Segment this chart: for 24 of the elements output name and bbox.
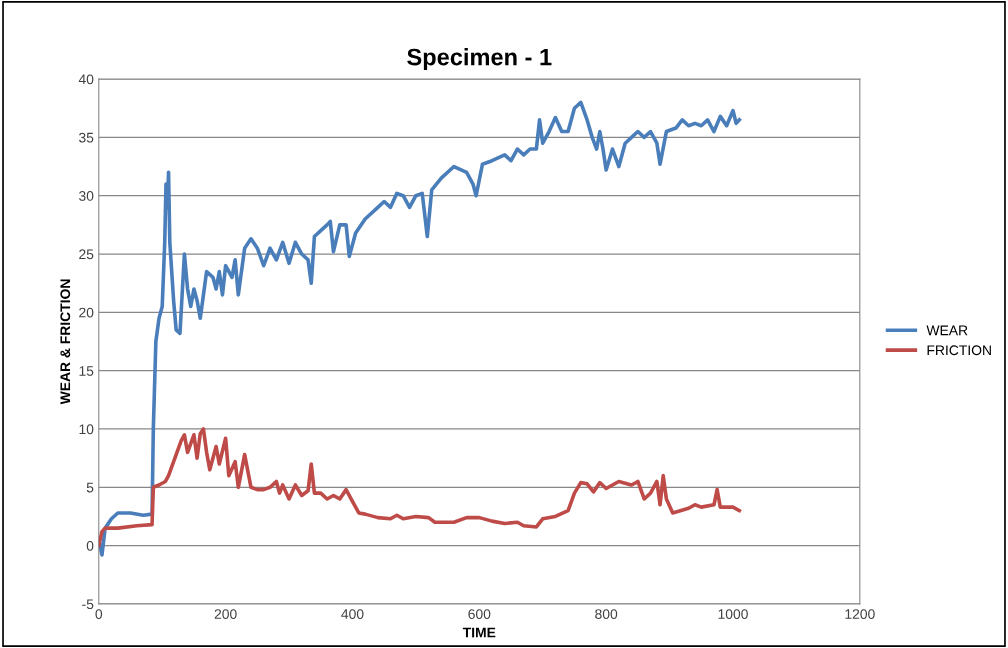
y-tick-label: 40	[78, 74, 94, 85]
x-tick-label: 200	[214, 609, 237, 619]
y-tick-label: 0	[86, 540, 94, 551]
y-tick-label: -5	[82, 599, 94, 610]
line-series	[98, 100, 742, 557]
y-tick-label: 30	[79, 191, 94, 201]
y-tick-label: 35	[79, 132, 94, 143]
x-tick-label: 1000	[718, 609, 748, 619]
legend-label: FRICTION	[927, 345, 991, 356]
y-tick-label: 15	[79, 366, 94, 376]
y-tick-label: 20	[79, 307, 94, 318]
legend-label: WEAR	[926, 325, 968, 336]
chart-title: Specimen - 1	[407, 48, 552, 71]
x-tick-label: 0	[95, 609, 103, 619]
x-tick-label: 600	[468, 609, 491, 619]
y-tick-label: 5	[86, 482, 94, 493]
x-tick-label: 800	[595, 609, 618, 619]
x-axis-title: TIME	[462, 627, 496, 638]
y-tick-label: 25	[79, 249, 94, 260]
x-tick-label: 400	[341, 609, 364, 619]
line-series	[98, 427, 742, 548]
y-axis-title: WEAR & FRICTION	[60, 279, 71, 405]
y-tick-label: 10	[79, 424, 94, 435]
x-tick-label: 1200	[845, 609, 875, 619]
